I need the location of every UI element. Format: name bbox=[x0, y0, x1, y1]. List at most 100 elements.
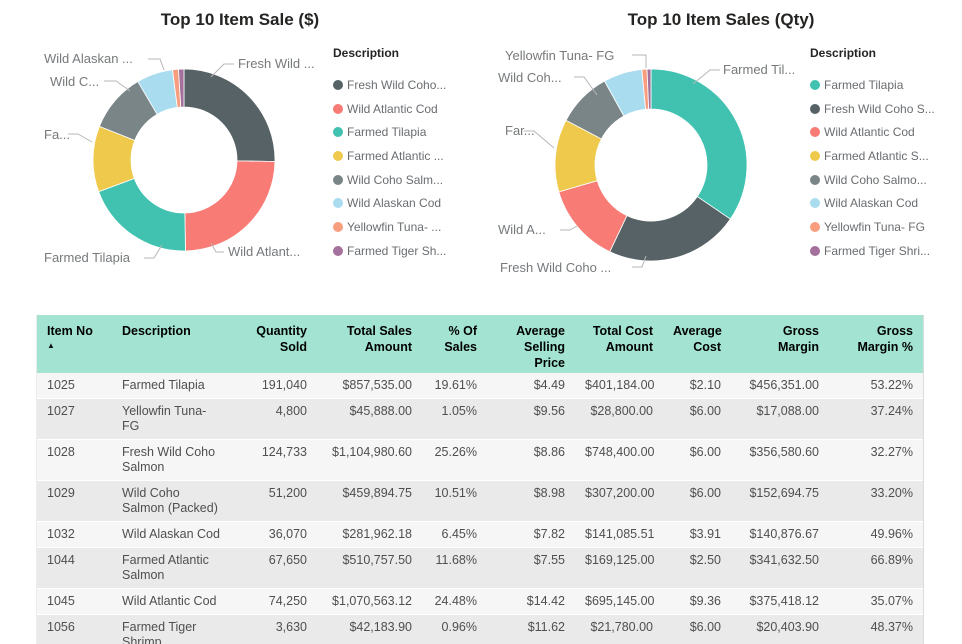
cell-gross-margin[interactable]: 49.96% bbox=[829, 521, 923, 548]
cell-total-cost-amount[interactable]: $141,085.51 bbox=[575, 521, 663, 548]
cell-of-sales[interactable]: 0.96% bbox=[422, 614, 487, 644]
cell-total-cost-amount[interactable]: $401,184.00 bbox=[575, 373, 663, 399]
column-header-quantity-sold[interactable]: Quantity Sold bbox=[232, 315, 317, 373]
cell-gross-margin[interactable]: 35.07% bbox=[829, 588, 923, 615]
column-header-item-no[interactable]: Item No ▲ bbox=[37, 315, 112, 373]
cell-description[interactable]: Farmed Tilapia bbox=[112, 373, 232, 399]
legend-item-wild-coho-salmon-packed[interactable]: Wild Coho Salm... bbox=[333, 168, 479, 192]
cell-gross-margin[interactable]: $375,418.12 bbox=[731, 588, 829, 615]
legend-item-farmed-tiger-shrimp[interactable]: Farmed Tiger Sh... bbox=[333, 239, 479, 263]
legend-item-fresh-wild-coho-salmon[interactable]: Fresh Wild Coho S... bbox=[810, 97, 960, 121]
cell-average-cost[interactable]: $2.50 bbox=[663, 547, 731, 589]
cell-gross-margin[interactable]: 66.89% bbox=[829, 547, 923, 589]
cell-description[interactable]: Farmed Tiger Shrimp bbox=[112, 614, 232, 644]
legend-item-wild-alaskan-cod[interactable]: Wild Alaskan Cod bbox=[810, 191, 960, 215]
cell-average-cost[interactable]: $6.00 bbox=[663, 439, 731, 481]
cell-gross-margin[interactable]: $140,876.67 bbox=[731, 521, 829, 548]
cell-of-sales[interactable]: 10.51% bbox=[422, 480, 487, 522]
legend-item-farmed-tilapia[interactable]: Farmed Tilapia bbox=[810, 73, 960, 97]
cell-gross-margin[interactable]: $456,351.00 bbox=[731, 373, 829, 399]
cell-description[interactable]: Wild Alaskan Cod bbox=[112, 521, 232, 548]
legend-item-yellowfin-tuna-fg[interactable]: Yellowfin Tuna- ... bbox=[333, 215, 479, 239]
cell-average-selling-price[interactable]: $7.82 bbox=[487, 521, 575, 548]
cell-average-cost[interactable]: $6.00 bbox=[663, 398, 731, 440]
column-header-gross-margin[interactable]: Gross Margin bbox=[731, 315, 829, 373]
cell-of-sales[interactable]: 19.61% bbox=[422, 373, 487, 399]
cell-gross-margin[interactable]: $20,403.90 bbox=[731, 614, 829, 644]
cell-quantity-sold[interactable]: 67,650 bbox=[232, 547, 317, 589]
cell-description[interactable]: Wild Atlantic Cod bbox=[112, 588, 232, 615]
legend-item-yellowfin-tuna-fg[interactable]: Yellowfin Tuna- FG bbox=[810, 215, 960, 239]
donut-slice-farmed-tiger-shrimp[interactable] bbox=[178, 68, 185, 108]
cell-of-sales[interactable]: 25.26% bbox=[422, 439, 487, 481]
cell-average-selling-price[interactable]: $8.86 bbox=[487, 439, 575, 481]
cell-item-no[interactable]: 1056 bbox=[37, 614, 112, 644]
cell-total-cost-amount[interactable]: $21,780.00 bbox=[575, 614, 663, 644]
cell-total-sales-amount[interactable]: $1,070,563.12 bbox=[317, 588, 422, 615]
cell-item-no[interactable]: 1028 bbox=[37, 439, 112, 481]
cell-description[interactable]: Farmed Atlantic Salmon bbox=[112, 547, 232, 589]
cell-average-cost[interactable]: $2.10 bbox=[663, 373, 731, 399]
cell-average-selling-price[interactable]: $9.56 bbox=[487, 398, 575, 440]
cell-total-cost-amount[interactable]: $28,800.00 bbox=[575, 398, 663, 440]
cell-item-no[interactable]: 1025 bbox=[37, 373, 112, 399]
column-header-total-sales-amount[interactable]: Total Sales Amount bbox=[317, 315, 422, 373]
donut-slice-farmed-tilapia[interactable] bbox=[650, 68, 748, 220]
cell-quantity-sold[interactable]: 124,733 bbox=[232, 439, 317, 481]
cell-average-cost[interactable]: $6.00 bbox=[663, 480, 731, 522]
legend-item-wild-atlantic-cod[interactable]: Wild Atlantic Cod bbox=[810, 120, 960, 144]
cell-average-selling-price[interactable]: $4.49 bbox=[487, 373, 575, 399]
cell-average-selling-price[interactable]: $11.62 bbox=[487, 614, 575, 644]
cell-average-cost[interactable]: $9.36 bbox=[663, 588, 731, 615]
cell-average-cost[interactable]: $3.91 bbox=[663, 521, 731, 548]
cell-description[interactable]: Fresh Wild Coho Salmon bbox=[112, 439, 232, 481]
legend-item-farmed-atlantic-salmon[interactable]: Farmed Atlantic ... bbox=[333, 144, 479, 168]
cell-quantity-sold[interactable]: 3,630 bbox=[232, 614, 317, 644]
legend-item-wild-atlantic-cod[interactable]: Wild Atlantic Cod bbox=[333, 97, 479, 121]
cell-total-sales-amount[interactable]: $42,183.90 bbox=[317, 614, 422, 644]
donut-slice-wild-atlantic-cod[interactable] bbox=[184, 160, 276, 252]
cell-gross-margin[interactable]: $341,632.50 bbox=[731, 547, 829, 589]
cell-quantity-sold[interactable]: 51,200 bbox=[232, 480, 317, 522]
column-header-total-cost-amount[interactable]: Total Cost Amount bbox=[575, 315, 663, 373]
cell-average-cost[interactable]: $6.00 bbox=[663, 614, 731, 644]
cell-of-sales[interactable]: 1.05% bbox=[422, 398, 487, 440]
legend-item-wild-alaskan-cod[interactable]: Wild Alaskan Cod bbox=[333, 191, 479, 215]
column-header-gross-margin[interactable]: Gross Margin % bbox=[829, 315, 923, 373]
legend-item-farmed-tilapia[interactable]: Farmed Tilapia bbox=[333, 120, 479, 144]
cell-of-sales[interactable]: 11.68% bbox=[422, 547, 487, 589]
cell-quantity-sold[interactable]: 36,070 bbox=[232, 521, 317, 548]
cell-gross-margin[interactable]: 33.20% bbox=[829, 480, 923, 522]
cell-total-sales-amount[interactable]: $459,894.75 bbox=[317, 480, 422, 522]
column-header-description[interactable]: Description bbox=[112, 315, 232, 373]
cell-gross-margin[interactable]: 32.27% bbox=[829, 439, 923, 481]
cell-gross-margin[interactable]: 48.37% bbox=[829, 614, 923, 644]
cell-of-sales[interactable]: 6.45% bbox=[422, 521, 487, 548]
cell-item-no[interactable]: 1027 bbox=[37, 398, 112, 440]
cell-average-selling-price[interactable]: $8.98 bbox=[487, 480, 575, 522]
cell-item-no[interactable]: 1029 bbox=[37, 480, 112, 522]
legend-item-wild-coho-salmon-packed[interactable]: Wild Coho Salmo... bbox=[810, 168, 960, 192]
legend-item-farmed-tiger-shrimp[interactable]: Farmed Tiger Shri... bbox=[810, 239, 960, 263]
cell-of-sales[interactable]: 24.48% bbox=[422, 588, 487, 615]
cell-gross-margin[interactable]: 53.22% bbox=[829, 373, 923, 399]
cell-total-sales-amount[interactable]: $857,535.00 bbox=[317, 373, 422, 399]
column-header-average-selling-price[interactable]: Average Selling Price bbox=[487, 315, 575, 373]
donut-slice-farmed-tiger-shrimp[interactable] bbox=[646, 68, 652, 110]
cell-average-selling-price[interactable]: $14.42 bbox=[487, 588, 575, 615]
cell-quantity-sold[interactable]: 191,040 bbox=[232, 373, 317, 399]
cell-gross-margin[interactable]: 37.24% bbox=[829, 398, 923, 440]
cell-gross-margin[interactable]: $17,088.00 bbox=[731, 398, 829, 440]
cell-average-selling-price[interactable]: $7.55 bbox=[487, 547, 575, 589]
cell-total-sales-amount[interactable]: $510,757.50 bbox=[317, 547, 422, 589]
cell-quantity-sold[interactable]: 74,250 bbox=[232, 588, 317, 615]
cell-total-cost-amount[interactable]: $748,400.00 bbox=[575, 439, 663, 481]
cell-description[interactable]: Yellowfin Tuna- FG bbox=[112, 398, 232, 440]
cell-gross-margin[interactable]: $356,580.60 bbox=[731, 439, 829, 481]
cell-quantity-sold[interactable]: 4,800 bbox=[232, 398, 317, 440]
cell-total-cost-amount[interactable]: $169,125.00 bbox=[575, 547, 663, 589]
column-header-of-sales[interactable]: % Of Sales bbox=[422, 315, 487, 373]
cell-total-cost-amount[interactable]: $695,145.00 bbox=[575, 588, 663, 615]
donut-slice-fresh-wild-coho-salmon[interactable] bbox=[183, 68, 276, 162]
cell-total-sales-amount[interactable]: $281,962.18 bbox=[317, 521, 422, 548]
